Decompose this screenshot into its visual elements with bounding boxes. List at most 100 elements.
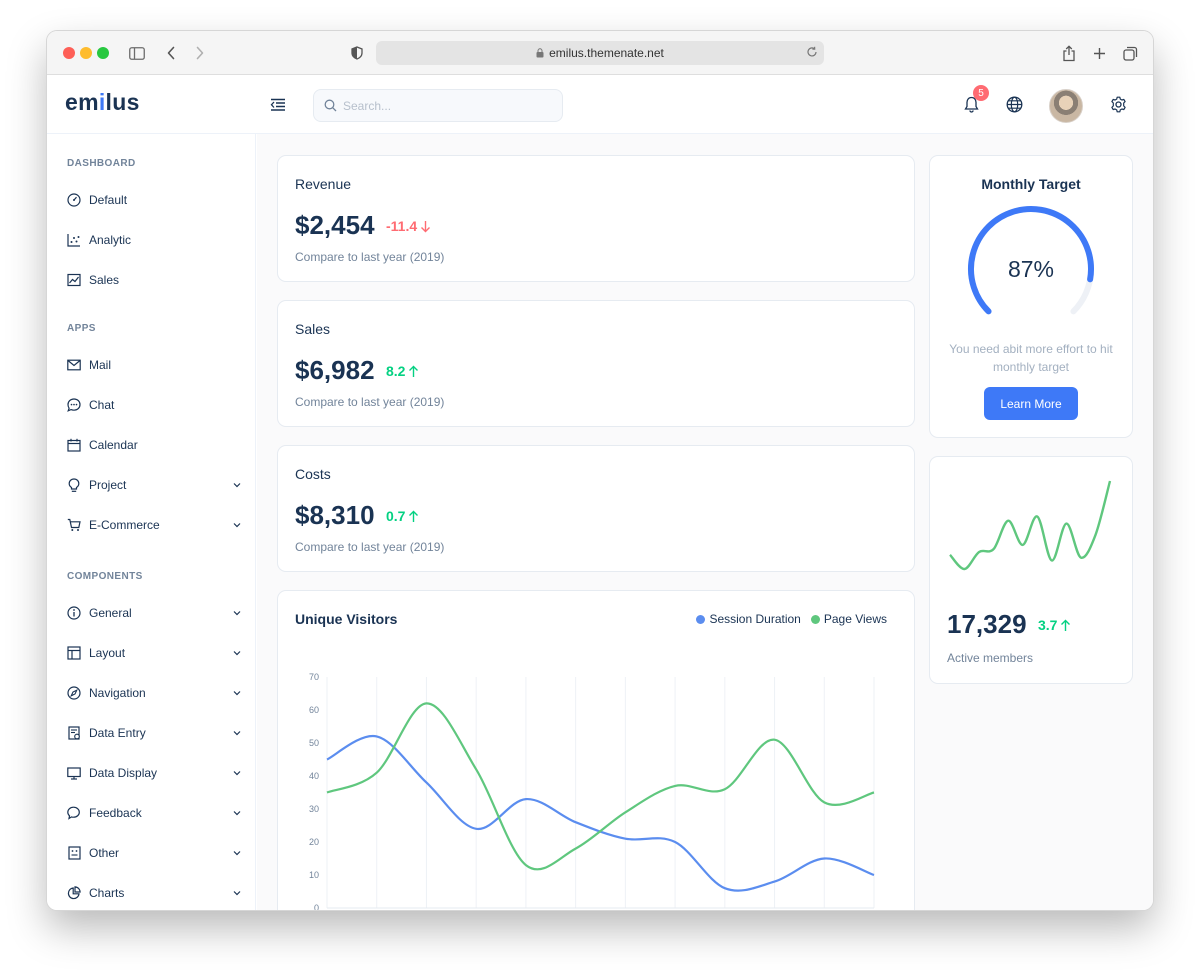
stat-value: $8,310 bbox=[295, 500, 375, 530]
unique-visitors-card: Unique Visitors Session Duration Page Vi… bbox=[277, 590, 915, 910]
sidebar-item-label: Mail bbox=[89, 358, 112, 372]
sidebar-item-data-entry[interactable]: Data Entry bbox=[67, 721, 243, 745]
lock-icon bbox=[536, 48, 544, 58]
sidebar-item-label: Sales bbox=[89, 273, 120, 287]
members-value: 17,329 bbox=[947, 609, 1027, 639]
bell-icon[interactable]: 5 bbox=[960, 85, 989, 115]
bulb-icon bbox=[67, 477, 81, 492]
sidebar-item-sales[interactable]: Sales bbox=[67, 268, 243, 292]
sidebar-item-general[interactable]: General bbox=[67, 601, 243, 625]
avatar[interactable] bbox=[1049, 89, 1083, 123]
legend-dot bbox=[810, 614, 820, 624]
chart-title: Unique Visitors bbox=[295, 611, 398, 627]
sidebar-item-label: Charts bbox=[89, 886, 125, 900]
members-label: Active members bbox=[947, 651, 1034, 665]
sidebar-item-label: Project bbox=[89, 478, 127, 492]
costs-card: Costs $8,310 0.7 Compare to last year (2… bbox=[277, 445, 915, 572]
layout-icon bbox=[67, 646, 81, 660]
stat-change-value: -11.4 bbox=[386, 218, 418, 234]
members-sparkline bbox=[949, 480, 1112, 571]
y-tick-label: 30 bbox=[309, 804, 319, 814]
sidebar-item-label: Default bbox=[89, 193, 128, 207]
new-tab-icon[interactable] bbox=[1087, 41, 1111, 65]
target-title: Monthly Target bbox=[981, 176, 1081, 192]
members-change: 3.7 bbox=[1038, 617, 1071, 633]
back-icon[interactable] bbox=[159, 41, 183, 65]
sidebar-item-label: Layout bbox=[89, 646, 126, 660]
target-percent: 87% bbox=[1007, 256, 1055, 282]
series-line-page-views bbox=[326, 702, 875, 871]
legend-item-page-views[interactable]: Page Views bbox=[810, 612, 887, 626]
pie-chart-icon bbox=[67, 886, 81, 900]
revenue-card: Revenue $2,454 -11.4 Compare to last yea… bbox=[277, 155, 915, 282]
legend-label: Session Duration bbox=[709, 612, 801, 626]
sidebar-group-dashboard: DASHBOARD bbox=[67, 158, 136, 169]
search-icon bbox=[324, 99, 337, 112]
arrow-up-icon bbox=[1060, 619, 1071, 632]
globe-icon[interactable] bbox=[1003, 93, 1025, 115]
stat-change: 0.7 bbox=[386, 508, 419, 524]
legend-item-session-duration[interactable]: Session Duration bbox=[696, 612, 801, 626]
close-window-button[interactable] bbox=[63, 47, 75, 59]
sidebar-item-mail[interactable]: Mail bbox=[67, 353, 243, 377]
sidebar-item-calendar[interactable]: Calendar bbox=[67, 433, 243, 457]
learn-more-button[interactable]: Learn More bbox=[984, 387, 1078, 420]
sidebar-item-label: Other bbox=[89, 846, 120, 860]
maximize-window-button[interactable] bbox=[97, 47, 109, 59]
shopping-cart-icon bbox=[67, 518, 81, 532]
logo[interactable]: emilus bbox=[65, 89, 140, 115]
y-tick-label: 70 bbox=[309, 672, 319, 682]
app-header: emilus 5 bbox=[47, 75, 1153, 134]
arrow-up-icon bbox=[408, 510, 419, 523]
sidebar-item-feedback[interactable]: Feedback bbox=[67, 801, 243, 825]
y-tick-label: 40 bbox=[309, 771, 319, 781]
sidebar-item-default[interactable]: Default bbox=[67, 188, 243, 212]
sidebar-item-data-display[interactable]: Data Display bbox=[67, 761, 243, 785]
logo-accent: i bbox=[98, 89, 106, 115]
chart-legend: Session Duration Page Views bbox=[686, 612, 887, 626]
menu-fold-icon[interactable] bbox=[267, 93, 289, 115]
sidebar-toggle-icon[interactable] bbox=[125, 41, 149, 65]
settings-icon[interactable] bbox=[1107, 93, 1129, 115]
sidebar-item-analytic[interactable]: Analytic bbox=[67, 228, 243, 252]
sidebar-item-other[interactable]: Other bbox=[67, 841, 243, 865]
sidebar-item-navigation[interactable]: Navigation bbox=[67, 681, 243, 705]
sidebar-item-label: Analytic bbox=[89, 233, 132, 247]
minimize-window-button[interactable] bbox=[80, 47, 92, 59]
forward-icon[interactable] bbox=[188, 41, 212, 65]
address-bar[interactable]: emilus.themenate.net bbox=[376, 41, 824, 65]
legend-dot bbox=[696, 614, 706, 624]
robot-icon bbox=[67, 846, 81, 860]
privacy-shield-icon[interactable] bbox=[345, 41, 369, 65]
stat-value: $6,982 bbox=[295, 355, 375, 385]
tab-overview-icon[interactable] bbox=[1118, 41, 1142, 65]
stat-subtitle: Compare to last year (2019) bbox=[295, 250, 445, 264]
series-line-session-duration bbox=[326, 735, 875, 892]
chevron-down-icon bbox=[231, 647, 243, 659]
sidebar-item-e-commerce[interactable]: E-Commerce bbox=[67, 513, 243, 537]
search-input[interactable] bbox=[343, 98, 543, 113]
y-tick-label: 50 bbox=[309, 738, 319, 748]
search-box[interactable] bbox=[313, 89, 563, 122]
chevron-down-icon bbox=[231, 847, 243, 859]
sidebar-item-chat[interactable]: Chat bbox=[67, 393, 243, 417]
chevron-down-icon bbox=[231, 767, 243, 779]
mail-icon bbox=[67, 358, 81, 372]
y-tick-label: 20 bbox=[309, 837, 319, 847]
y-tick-label: 10 bbox=[309, 870, 319, 880]
chevron-down-icon bbox=[231, 807, 243, 819]
sidebar-item-label: Feedback bbox=[89, 806, 142, 820]
sparkline-path bbox=[949, 480, 1112, 571]
sidebar-item-label: Navigation bbox=[89, 686, 146, 700]
notification-badge: 5 bbox=[973, 85, 989, 101]
active-members-card: 17,329 3.7 Active members bbox=[929, 456, 1133, 684]
reload-icon[interactable] bbox=[806, 46, 818, 58]
sidebar-item-charts[interactable]: Charts bbox=[67, 881, 243, 905]
sidebar-item-project[interactable]: Project bbox=[67, 473, 243, 497]
share-icon[interactable] bbox=[1057, 41, 1081, 65]
sidebar-item-layout[interactable]: Layout bbox=[67, 641, 243, 665]
target-gauge bbox=[968, 206, 1094, 315]
chevron-down-icon bbox=[231, 687, 243, 699]
legend-label: Page Views bbox=[823, 612, 887, 626]
chevron-down-icon bbox=[231, 727, 243, 739]
